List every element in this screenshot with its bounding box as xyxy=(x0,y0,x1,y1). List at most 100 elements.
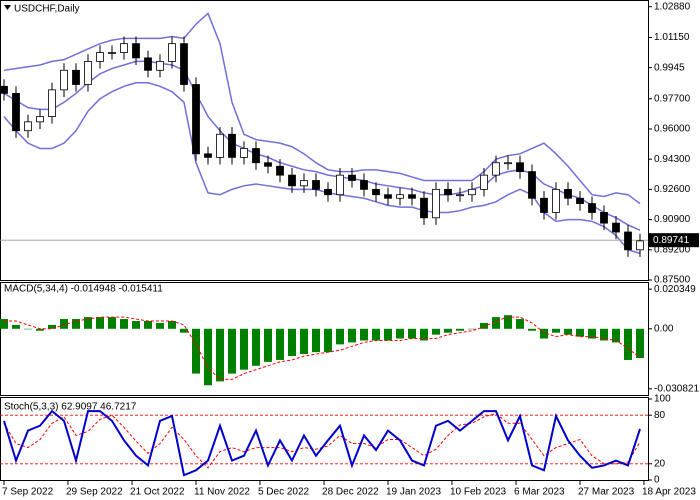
y-tick-label: 0.96000 xyxy=(654,124,691,135)
candle-body xyxy=(132,43,140,59)
y-tick-label: 0.90900 xyxy=(654,214,691,225)
stoch-panel xyxy=(0,397,649,481)
x-tick-label: 21 Oct 2022 xyxy=(130,487,185,498)
candle-body xyxy=(540,197,548,213)
y-tick-label: 20 xyxy=(654,458,666,469)
candle-body xyxy=(120,43,128,53)
candle-body xyxy=(108,52,116,54)
macd-bar xyxy=(600,328,608,341)
macd-bar xyxy=(228,328,236,374)
macd-bar xyxy=(96,317,104,329)
y-tick-label: 0.00 xyxy=(654,323,674,334)
macd-bar xyxy=(444,328,452,333)
candle-body xyxy=(336,174,344,196)
candle-body xyxy=(48,89,56,117)
y-tick-label: 0.92600 xyxy=(654,184,691,195)
candle-body xyxy=(312,180,320,190)
macd-bar xyxy=(276,328,284,360)
x-tick-label: 11 Nov 2022 xyxy=(194,487,250,498)
macd-bar xyxy=(528,328,536,331)
candle-body xyxy=(348,174,356,181)
candle-body xyxy=(396,194,404,199)
macd-bar xyxy=(120,319,128,329)
macd-bar xyxy=(0,319,8,329)
macd-bar xyxy=(612,328,620,343)
candle-body xyxy=(0,85,8,94)
macd-bar xyxy=(288,328,296,357)
candle-body xyxy=(360,180,368,190)
macd-bar xyxy=(144,321,152,329)
candle-body xyxy=(372,188,380,196)
macd-bar xyxy=(372,328,380,341)
candle-body xyxy=(180,43,188,85)
macd-bar xyxy=(480,322,488,329)
macd-bar xyxy=(552,328,560,333)
y-tick-label: 1.01150 xyxy=(654,32,690,43)
candle-body xyxy=(444,188,452,196)
candle-body xyxy=(576,197,584,204)
candle-body xyxy=(24,121,32,132)
macd-bar xyxy=(48,324,56,329)
candle-body xyxy=(192,84,200,155)
macd-bar xyxy=(84,317,92,329)
candle-body xyxy=(12,93,20,132)
menu-arrow xyxy=(4,5,11,10)
candle-body xyxy=(612,222,620,233)
macd-bar xyxy=(336,328,344,345)
candle-body xyxy=(240,148,248,158)
candle-body xyxy=(432,188,440,219)
macd-bar xyxy=(60,319,68,329)
candle-body xyxy=(528,171,536,199)
macd-bar xyxy=(576,328,584,337)
candle-body xyxy=(588,203,596,213)
macd-title: MACD(5,34,4) -0.014948 -0.015411 xyxy=(4,284,163,295)
candle-body xyxy=(420,197,428,219)
macd-bar xyxy=(348,328,356,343)
macd-bar xyxy=(360,328,368,341)
candle-body xyxy=(480,174,488,190)
x-tick-label: 6 Mar 2023 xyxy=(514,487,565,498)
candle-body xyxy=(516,162,524,172)
macd-bar xyxy=(192,328,200,374)
macd-bar xyxy=(36,328,44,331)
x-tick-label: 27 Mar 2023 xyxy=(578,487,635,498)
current-price-box xyxy=(649,233,699,248)
macd-panel xyxy=(0,282,649,396)
candle-body xyxy=(468,188,476,196)
macd-signal xyxy=(4,316,641,380)
macd-bar xyxy=(264,328,272,362)
macd-bar xyxy=(300,328,308,355)
candle-body xyxy=(156,61,164,71)
macd-bar xyxy=(588,328,596,339)
candle-body xyxy=(636,240,644,251)
macd-bar xyxy=(312,328,320,353)
macd-bar xyxy=(456,328,464,331)
macd-bar xyxy=(396,328,404,339)
candle-body xyxy=(84,61,92,85)
candle-body xyxy=(228,133,236,158)
x-tick-label: 5 Dec 2022 xyxy=(258,487,310,498)
y-tick-label: 80 xyxy=(654,410,666,421)
macd-bar xyxy=(384,328,392,341)
candle-body xyxy=(492,162,500,176)
macd-bar xyxy=(216,328,224,382)
candle-body xyxy=(168,43,176,62)
candle-body xyxy=(96,52,104,62)
macd-bar xyxy=(468,328,476,330)
macd-bar xyxy=(432,328,440,335)
candle-body xyxy=(216,133,224,158)
macd-bar xyxy=(24,328,32,330)
candle-body xyxy=(276,165,284,176)
macd-bar xyxy=(564,328,572,335)
macd-bar xyxy=(204,328,212,386)
macd-bar xyxy=(156,322,164,329)
candle-body xyxy=(204,153,212,158)
candle-body xyxy=(564,188,572,199)
stoch-title: Stoch(5,3,3) 62.9097 46.7217 xyxy=(4,402,137,413)
macd-bar xyxy=(540,328,548,339)
macd-bar xyxy=(504,315,512,329)
candle-body xyxy=(324,188,332,196)
x-tick-label: 10 Feb 2023 xyxy=(450,487,507,498)
x-tick-label: 19 Jan 2023 xyxy=(386,487,441,498)
